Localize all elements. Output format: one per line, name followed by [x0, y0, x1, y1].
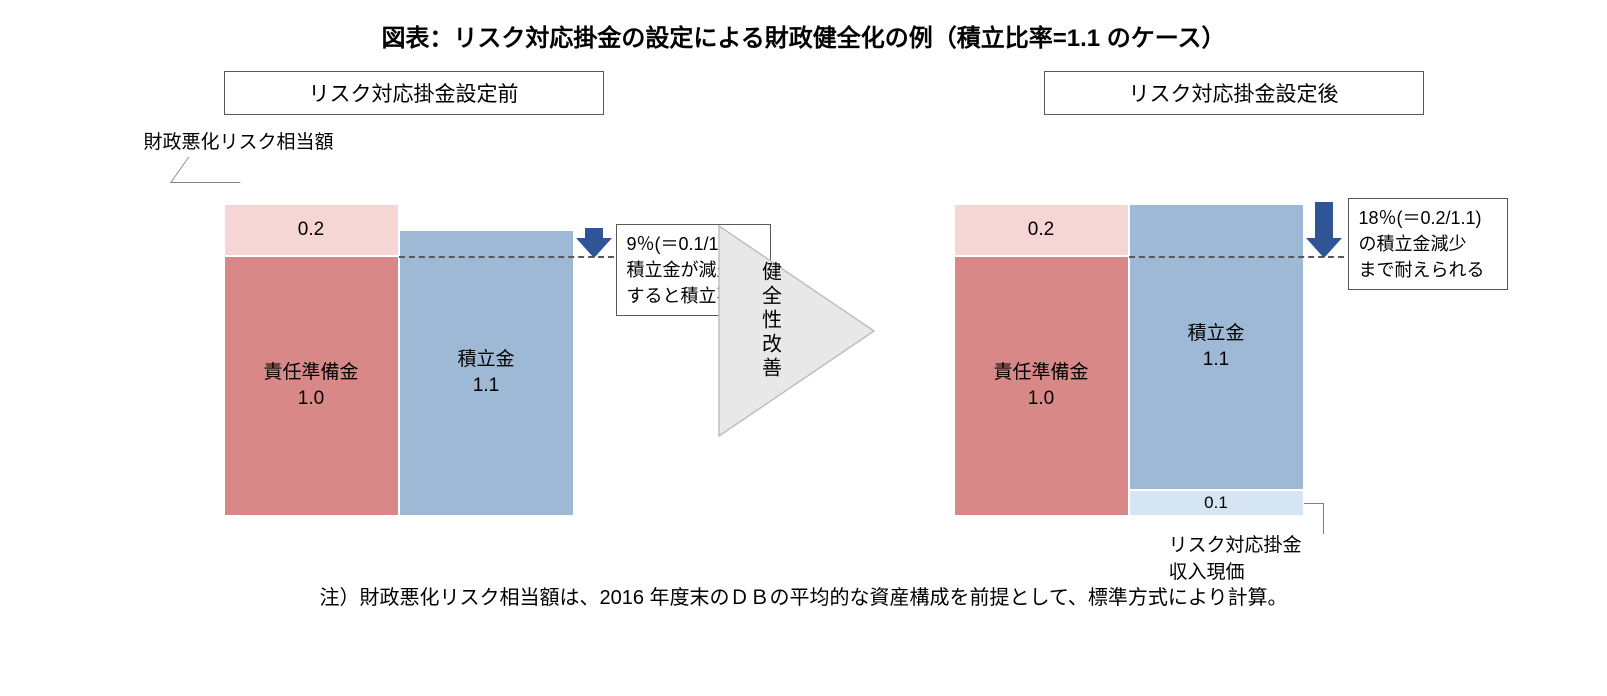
bottom-label-leader [1304, 503, 1324, 534]
chart-title: 図表：リスク対応掛金の設定による財政健全化の例（積立比率=1.1 のケース） [0, 18, 1607, 53]
right-panel: リスク対応掛金設定後 0.2 責任準備金1.0 積立金1.1 0.1 18％(＝0.2… [894, 71, 1494, 551]
down-arrow-icon [1306, 202, 1342, 258]
block-label: 0.2 [298, 217, 324, 243]
sidenote-line: 18％(＝0.2/1.1) [1359, 205, 1497, 231]
bar-block: 積立金1.1 [399, 230, 574, 516]
bar-block: 責任準備金1.0 [224, 256, 399, 516]
block-label: 積立金1.1 [457, 347, 514, 398]
sidenote-line: まで耐えられる [1359, 257, 1497, 283]
block-label: 責任準備金1.0 [263, 360, 358, 411]
risk-label-leader-line [170, 157, 258, 183]
big-chevron-arrow-icon [714, 221, 894, 441]
right-sidenote: 18％(＝0.2/1.1) の積立金減少 まで耐えられる [1348, 198, 1508, 290]
left-panel: リスク対応掛金設定前 財政悪化リスク相当額 0.2責任準備金1.0積立金1.1 … [114, 71, 714, 551]
left-bars: 0.2責任準備金1.0積立金1.1 9％(＝0.1/1.1) 積立金が減少 する… [224, 204, 574, 516]
block-label: 0.1 [1204, 492, 1228, 515]
bar-block: 0.2 [954, 204, 1129, 256]
right-bars: 0.2責任準備金1.0積立金1.10.1 18％(＝0.2/1.1) の積立金減… [954, 204, 1304, 516]
down-arrow-icon [576, 228, 612, 258]
block-label: 積立金1.1 [1187, 321, 1244, 372]
block-label: 0.2 [1028, 217, 1054, 243]
block-label: 責任準備金1.0 [993, 360, 1088, 411]
footnote: 注）財政悪化リスク相当額は、2016 年度末のＤＢの平均的な資産構成を前提として… [0, 581, 1607, 610]
transition-text: 健全性改善 [756, 261, 785, 381]
bar-block: 0.1 [1129, 490, 1304, 516]
risk-amount-label: 財政悪化リスク相当額 [144, 127, 334, 154]
main-row: リスク対応掛金設定前 財政悪化リスク相当額 0.2責任準備金1.0積立金1.1 … [0, 71, 1607, 551]
transition-arrow-area: 健全性改善 [714, 71, 894, 551]
bar-block: 積立金1.1 [1129, 204, 1304, 490]
extra-block-label: リスク対応掛金収入現価 [1169, 530, 1304, 584]
bar-block: 0.2 [224, 204, 399, 256]
bar-block: 責任準備金1.0 [954, 256, 1129, 516]
right-panel-header: リスク対応掛金設定後 [1044, 71, 1424, 115]
sidenote-line: の積立金減少 [1359, 231, 1497, 257]
left-panel-header: リスク対応掛金設定前 [224, 71, 604, 115]
